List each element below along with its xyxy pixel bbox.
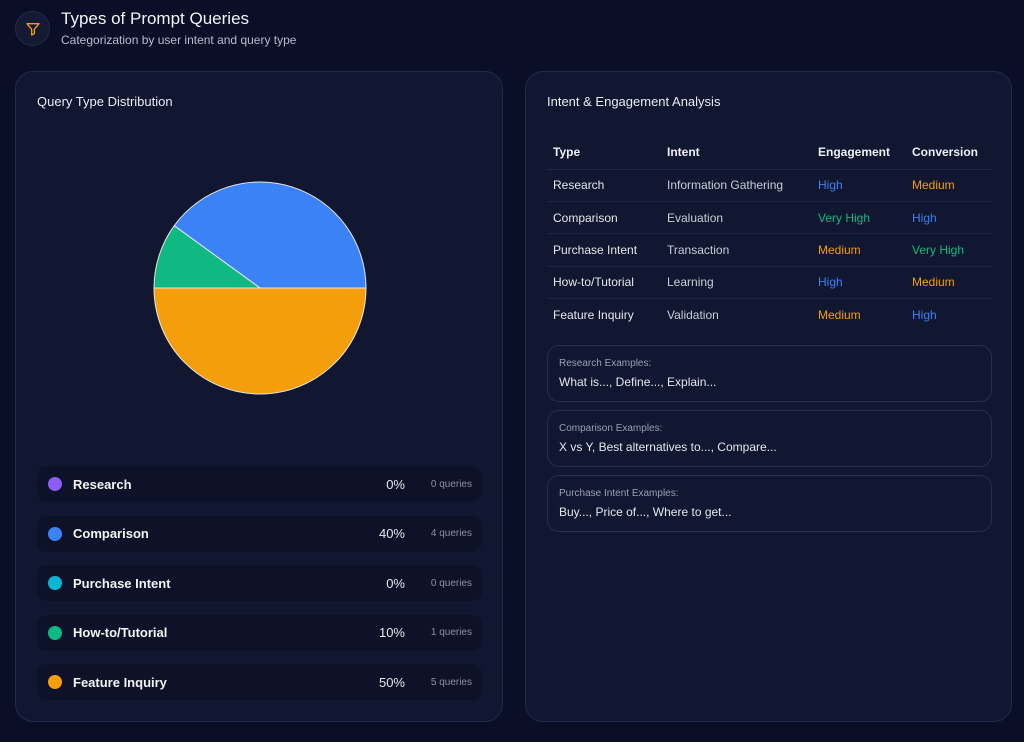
cell-conversion: Very High [906, 233, 992, 267]
legend-item-research[interactable]: Research 0% 0 queries [37, 466, 482, 502]
cell-engagement: High [812, 169, 906, 202]
intent-engagement-card: Intent & Engagement Analysis Type Intent… [525, 71, 1012, 722]
cell-conversion: Medium [906, 169, 992, 202]
legend-item-comparison[interactable]: Comparison 40% 4 queries [37, 515, 482, 552]
intent-table: Type Intent Engagement Conversion Resear… [547, 136, 992, 331]
cell-type: How-to/Tutorial [547, 266, 661, 300]
legend-dot [48, 477, 62, 491]
table-row: Purchase Intent Transaction Medium Very … [547, 233, 992, 267]
legend-query-count: 0 queries [430, 577, 472, 589]
filter-badge [15, 11, 50, 46]
distribution-card-title: Query Type Distribution [37, 94, 173, 109]
pie-legend: Research 0% 0 queries Comparison 40% 4 q… [37, 466, 482, 714]
legend-query-count: 4 queries [430, 528, 472, 539]
cell-conversion: High [912, 308, 937, 322]
page-subtitle: Categorization by user intent and query … [61, 33, 297, 47]
legend-percentage: 10% [378, 625, 405, 640]
cell-engagement: Medium [812, 233, 906, 267]
column-header-type: Type [547, 136, 661, 170]
research-examples-box: Research Examples: What is..., Define...… [547, 345, 992, 402]
legend-label: Comparison [73, 526, 149, 541]
cell-type: Feature Inquiry [553, 308, 634, 322]
cell-engagement: Very High [812, 201, 906, 235]
legend-item-how-to-tutorial[interactable]: How-to/Tutorial 10% 1 queries [37, 614, 482, 651]
cell-type: Purchase Intent [547, 233, 661, 267]
column-header-engagement: Engagement [812, 136, 906, 170]
cell-intent: Learning [661, 266, 812, 300]
examples-label: Comparison Examples: [559, 423, 663, 434]
legend-label: Purchase Intent [73, 575, 171, 591]
legend-query-count: 1 queries [430, 627, 472, 638]
legend-percentage: 50% [378, 674, 405, 690]
pie-slice-feature-inquiry[interactable] [153, 287, 367, 395]
pie-slice-comparison[interactable] [173, 181, 367, 289]
legend-dot [48, 576, 62, 590]
examples-text: X vs Y, Best alternatives to..., Compare… [559, 440, 777, 454]
column-header-conversion: Conversion [906, 136, 992, 170]
legend-item-purchase-intent[interactable]: Purchase Intent 0% 0 queries [37, 565, 482, 601]
cell-intent: Information Gathering [661, 169, 812, 202]
cell-intent: Validation [667, 308, 719, 322]
column-header-intent: Intent [661, 136, 812, 170]
examples-label: Purchase Intent Examples: [559, 488, 679, 499]
legend-label: How-to/Tutorial [73, 625, 168, 640]
cell-engagement: High [812, 266, 906, 300]
filter-icon [25, 22, 40, 36]
cell-conversion: Medium [906, 266, 992, 300]
legend-dot [48, 675, 62, 689]
pie-chart-svg [153, 181, 367, 395]
legend-dot [48, 526, 62, 541]
purchase-intent-examples-box: Purchase Intent Examples: Buy..., Price … [547, 475, 992, 532]
table-row: How-to/Tutorial Learning High Medium [547, 266, 992, 300]
query-distribution-card: Query Type Distribution Research 0% 0 qu… [15, 71, 503, 722]
legend-percentage: 40% [378, 526, 405, 541]
page-header: Types of Prompt Queries Categorization b… [15, 9, 296, 47]
legend-query-count: 5 queries [430, 676, 472, 688]
examples-text: Buy..., Price of..., Where to get... [559, 505, 732, 519]
cell-intent: Evaluation [661, 201, 812, 235]
table-row: Feature Inquiry Validation Medium High [547, 299, 992, 331]
cell-conversion: High [906, 201, 992, 235]
table-header-row: Type Intent Engagement Conversion [547, 136, 992, 170]
cell-type: Research [547, 169, 661, 202]
legend-label: Feature Inquiry [73, 674, 167, 690]
table-row: Comparison Evaluation Very High High [547, 201, 992, 235]
legend-percentage: 0% [386, 575, 405, 591]
legend-dot [48, 625, 62, 640]
legend-item-feature-inquiry[interactable]: Feature Inquiry 50% 5 queries [37, 664, 482, 700]
page-title: Types of Prompt Queries [61, 9, 250, 28]
cell-type: Comparison [547, 201, 661, 235]
examples-label: Research Examples: [559, 358, 652, 369]
legend-query-count: 0 queries [430, 478, 472, 490]
legend-percentage: 0% [386, 476, 405, 492]
legend-label: Research [73, 476, 132, 492]
intent-card-title: Intent & Engagement Analysis [547, 94, 721, 109]
pie-chart [152, 180, 368, 396]
cell-intent: Transaction [661, 233, 812, 267]
cell-engagement: Medium [818, 308, 861, 322]
table-row: Research Information Gathering High Medi… [547, 169, 992, 202]
examples-text: What is..., Define..., Explain... [559, 375, 717, 389]
comparison-examples-box: Comparison Examples: X vs Y, Best altern… [547, 410, 992, 467]
examples-list: Research Examples: What is..., Define...… [547, 345, 992, 540]
